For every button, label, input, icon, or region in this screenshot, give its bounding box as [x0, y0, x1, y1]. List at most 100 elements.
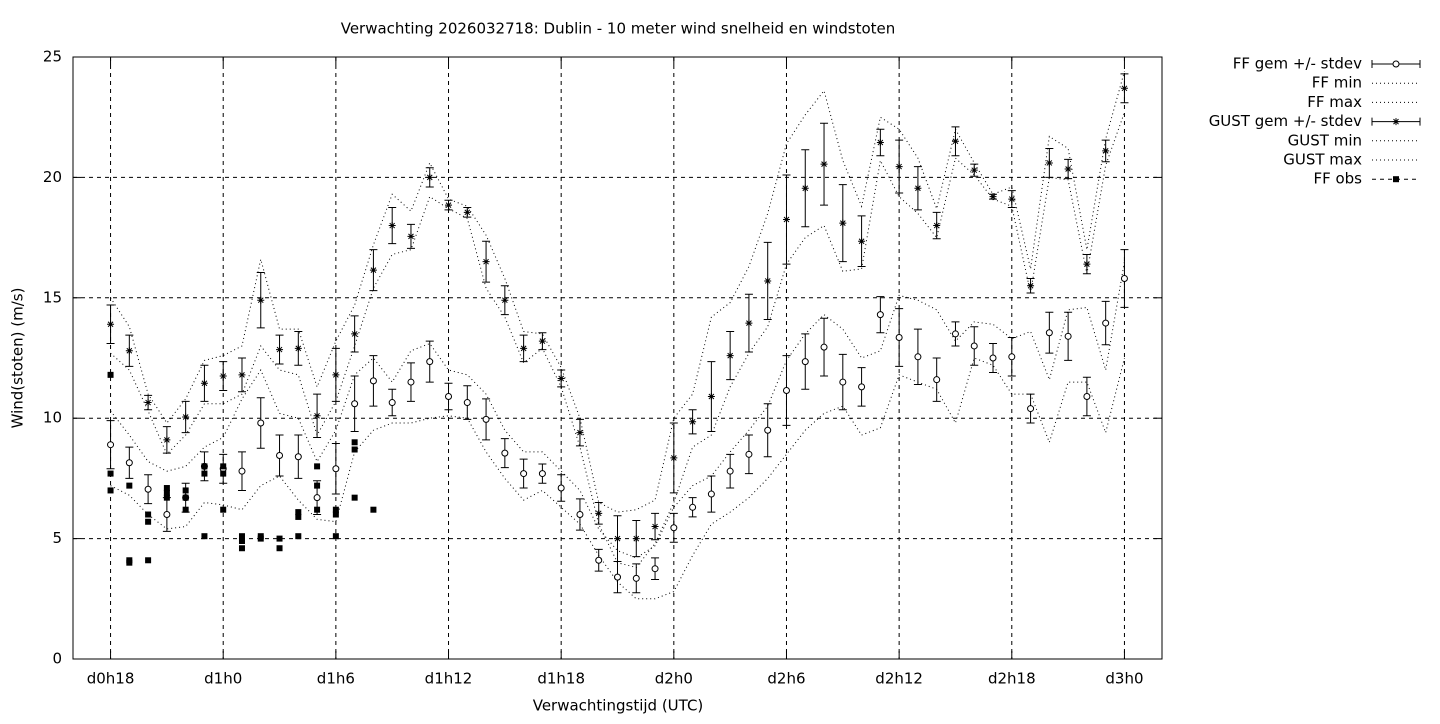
y-tick-label: 5 — [52, 529, 62, 547]
marker — [1064, 165, 1072, 173]
marker — [145, 518, 152, 525]
line — [110, 112, 1125, 569]
marker — [839, 219, 847, 227]
x-tick-label: d2h0 — [655, 670, 693, 688]
marker — [1008, 195, 1016, 203]
marker — [782, 216, 790, 224]
marker — [707, 490, 715, 498]
marker — [238, 467, 246, 475]
marker — [801, 184, 809, 192]
marker — [107, 320, 115, 328]
marker — [670, 524, 678, 532]
marker — [1064, 332, 1072, 340]
marker — [520, 470, 528, 478]
marker — [876, 311, 884, 319]
marker — [257, 535, 264, 542]
y-tick-label: 15 — [43, 288, 62, 306]
marker — [914, 353, 922, 361]
marker — [970, 166, 978, 174]
marker — [1393, 176, 1399, 183]
marker — [501, 449, 509, 457]
marker — [632, 574, 640, 582]
legend-label: FF gem +/- stdev — [1233, 55, 1362, 73]
marker — [595, 556, 603, 564]
marker — [314, 482, 321, 489]
marker — [463, 208, 471, 216]
marker — [745, 319, 753, 327]
marker — [426, 358, 434, 366]
y-tick-label: 0 — [52, 650, 62, 668]
marker — [126, 559, 133, 566]
marker — [144, 399, 152, 407]
marker — [294, 453, 302, 461]
x-tick-label: d2h18 — [988, 670, 1036, 688]
marker — [219, 372, 227, 380]
marker — [107, 470, 114, 477]
marker — [557, 484, 565, 492]
marker — [332, 371, 340, 379]
marker — [388, 222, 396, 230]
marker — [351, 330, 359, 338]
chart-title: Verwachting 2026032718: Dublin - 10 mete… — [341, 20, 896, 38]
marker — [764, 277, 772, 285]
marker — [463, 399, 471, 407]
marker — [726, 467, 734, 475]
marker — [1027, 405, 1035, 413]
marker — [858, 237, 866, 245]
marker — [1392, 60, 1400, 68]
marker — [1083, 393, 1091, 401]
marker — [163, 511, 171, 519]
legend-label: GUST max — [1283, 151, 1362, 169]
marker — [295, 513, 302, 520]
marker — [576, 429, 584, 437]
marker — [1102, 147, 1110, 155]
marker — [970, 342, 978, 350]
marker — [182, 494, 189, 501]
marker — [276, 545, 283, 552]
line — [110, 71, 1125, 513]
marker — [257, 296, 265, 304]
marker — [989, 354, 997, 362]
marker — [407, 378, 415, 386]
marker — [351, 439, 358, 446]
marker — [238, 371, 246, 379]
marker — [145, 557, 152, 564]
marker — [145, 511, 152, 518]
legend-label: FF obs — [1313, 170, 1362, 188]
marker — [1083, 260, 1091, 268]
legend-label: GUST min — [1288, 131, 1362, 149]
marker — [820, 160, 828, 168]
x-tick-label: d1h18 — [537, 670, 585, 688]
marker — [407, 232, 415, 240]
marker — [951, 137, 959, 145]
marker — [351, 400, 359, 408]
legend-label: GUST gem +/- stdev — [1209, 112, 1362, 130]
marker — [220, 463, 227, 470]
marker — [1045, 329, 1053, 337]
marker — [125, 459, 133, 467]
marker — [276, 535, 283, 542]
marker — [163, 436, 171, 444]
marker — [201, 463, 208, 470]
marker — [370, 506, 377, 513]
marker — [689, 418, 697, 426]
marker — [1008, 353, 1016, 361]
marker — [482, 415, 490, 423]
marker — [182, 413, 190, 421]
marker — [501, 296, 509, 304]
marker — [257, 419, 265, 427]
x-tick-label: d1h12 — [425, 670, 473, 688]
x-tick-label: d3h0 — [1105, 670, 1143, 688]
marker — [163, 494, 170, 501]
marker — [895, 163, 903, 171]
marker — [313, 494, 321, 502]
marker — [651, 565, 659, 573]
marker — [1045, 159, 1053, 167]
marker — [388, 399, 396, 407]
marker — [933, 376, 941, 384]
marker — [369, 266, 377, 274]
marker — [163, 489, 170, 496]
marker — [445, 201, 453, 209]
marker — [163, 485, 170, 492]
